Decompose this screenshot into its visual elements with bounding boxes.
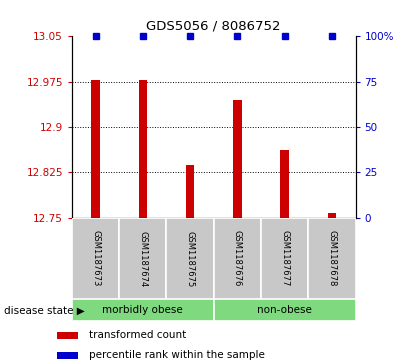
Bar (57, 352, 78, 359)
Bar (214, 299, 356, 321)
Bar (214, 218, 261, 299)
Bar (186, 164, 194, 218)
Bar (308, 218, 356, 299)
Text: GSM1187675: GSM1187675 (186, 231, 194, 287)
Bar (91, 80, 100, 218)
Text: transformed count: transformed count (89, 330, 186, 340)
Text: GSM1187673: GSM1187673 (91, 231, 100, 287)
Text: GSM1187678: GSM1187678 (328, 231, 336, 287)
Text: morbidly obese: morbidly obese (102, 305, 183, 315)
Bar (328, 213, 336, 218)
Bar (57, 332, 78, 339)
Text: GSM1187674: GSM1187674 (139, 231, 147, 287)
Bar (72, 218, 119, 299)
Title: GDS5056 / 8086752: GDS5056 / 8086752 (146, 19, 281, 32)
Text: non-obese: non-obese (257, 305, 312, 315)
Text: GSM1187676: GSM1187676 (233, 231, 242, 287)
Bar (72, 299, 214, 321)
Text: percentile rank within the sample: percentile rank within the sample (89, 350, 265, 360)
Text: GSM1187677: GSM1187677 (280, 231, 289, 287)
Text: disease state ▶: disease state ▶ (4, 306, 85, 316)
Bar (261, 218, 308, 299)
Bar (280, 150, 289, 218)
Bar (166, 218, 214, 299)
Bar (233, 100, 242, 218)
Bar (139, 80, 147, 218)
Bar (119, 218, 166, 299)
